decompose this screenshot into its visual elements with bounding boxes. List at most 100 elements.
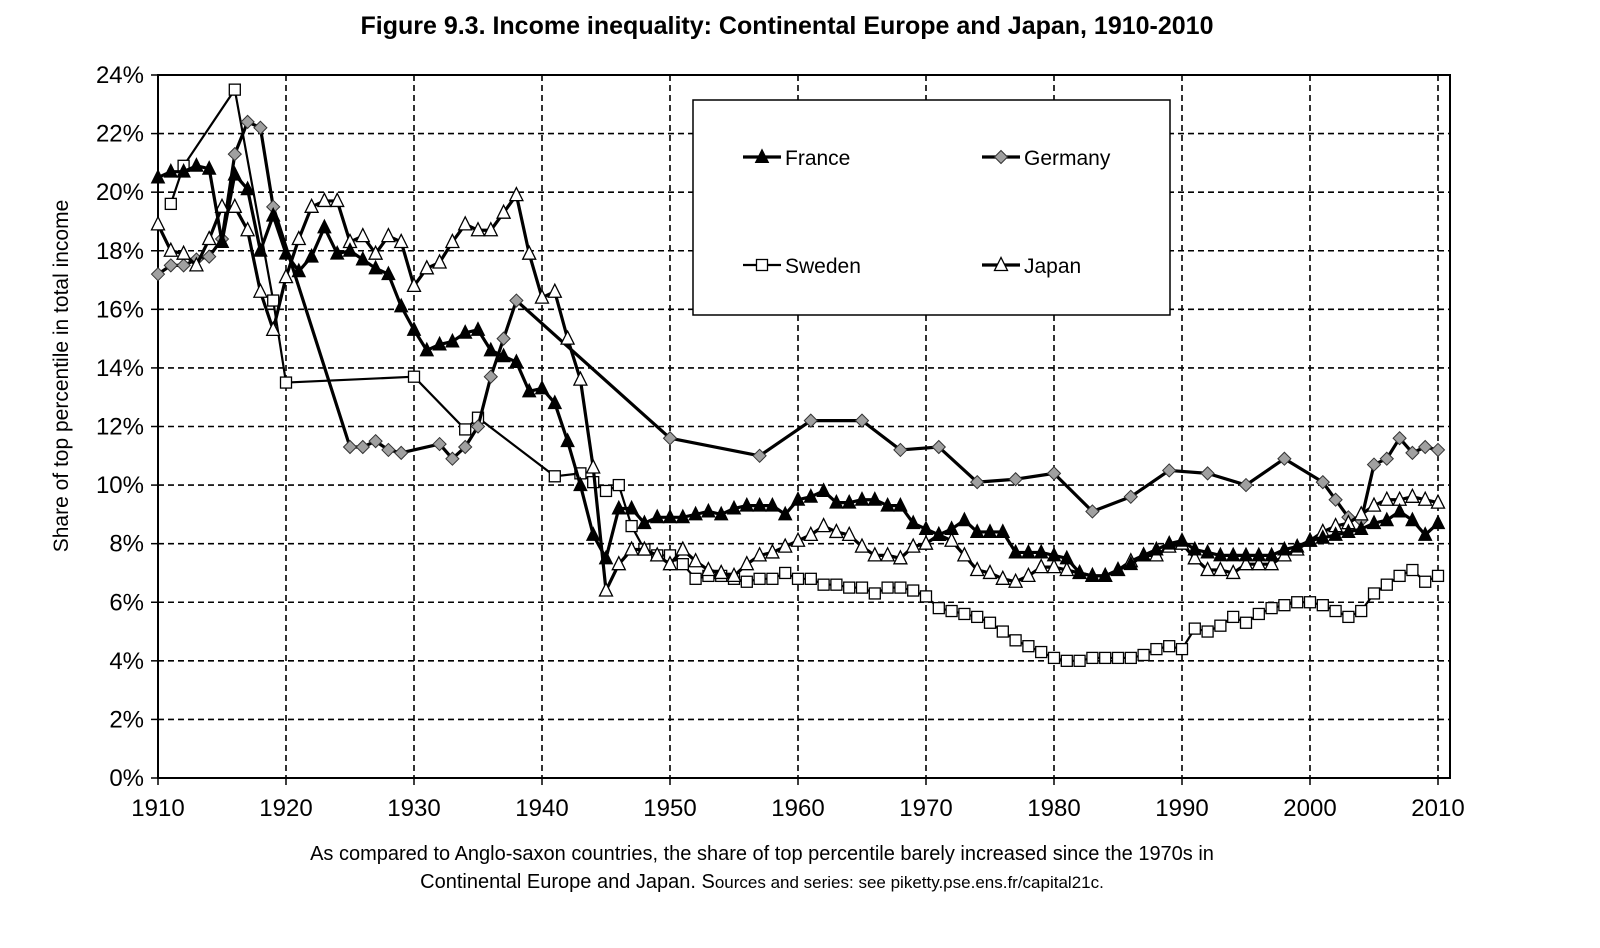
data-point-sweden bbox=[881, 581, 894, 594]
data-point-japan bbox=[675, 540, 691, 556]
data-point-japan bbox=[1200, 561, 1216, 577]
data-point-sweden bbox=[689, 572, 702, 585]
data-point-sweden bbox=[1239, 616, 1253, 629]
data-point-japan bbox=[304, 197, 320, 213]
data-point-japan bbox=[291, 230, 307, 246]
data-point-japan bbox=[1020, 566, 1036, 583]
chart-title: Figure 9.3. Income inequality: Continent… bbox=[360, 12, 1213, 40]
data-point-sweden bbox=[1252, 607, 1265, 621]
data-point-sweden bbox=[1291, 596, 1304, 609]
data-point-france bbox=[317, 218, 332, 234]
x-tick-label: 1930 bbox=[387, 795, 440, 822]
data-point-france bbox=[547, 394, 563, 410]
data-point-sweden bbox=[1303, 596, 1317, 609]
y-tick-label: 0% bbox=[109, 765, 144, 792]
data-point-france bbox=[841, 494, 857, 509]
y-tick-label: 24% bbox=[96, 62, 144, 89]
data-point-japan bbox=[1379, 490, 1395, 506]
data-point-france bbox=[253, 242, 268, 257]
x-tick-label: 1980 bbox=[1027, 795, 1080, 822]
data-point-france bbox=[752, 496, 767, 512]
data-point-france bbox=[829, 494, 844, 509]
data-point-sweden bbox=[164, 197, 177, 211]
data-point-japan bbox=[726, 566, 742, 583]
data-point-france bbox=[1110, 561, 1126, 577]
data-point-sweden bbox=[228, 83, 241, 96]
caption-line-2-main: Continental Europe and Japan. S bbox=[420, 871, 715, 893]
data-point-japan bbox=[278, 268, 294, 284]
data-point-france bbox=[432, 335, 447, 351]
data-point-france bbox=[1417, 526, 1433, 541]
data-point-japan bbox=[380, 227, 396, 243]
data-point-japan bbox=[150, 215, 166, 231]
data-point-france bbox=[1366, 514, 1382, 530]
legend-marker bbox=[754, 148, 770, 163]
data-point-japan bbox=[803, 525, 819, 542]
data-point-germany bbox=[163, 258, 179, 273]
data-point-france bbox=[291, 262, 307, 278]
data-point-france bbox=[406, 321, 422, 336]
x-tick-label: 1910 bbox=[131, 795, 184, 822]
data-point-japan bbox=[816, 517, 832, 533]
data-point-sweden bbox=[1316, 599, 1329, 612]
data-point-japan bbox=[316, 192, 332, 208]
data-point-france bbox=[419, 341, 435, 357]
y-tick-label: 8% bbox=[109, 531, 144, 558]
data-point-sweden bbox=[1022, 640, 1035, 653]
data-point-sweden bbox=[1175, 642, 1189, 656]
data-point-japan bbox=[1187, 549, 1203, 565]
data-point-france bbox=[573, 476, 588, 492]
data-point-germany bbox=[969, 474, 985, 490]
legend-label: France bbox=[785, 147, 850, 170]
data-point-japan bbox=[892, 549, 908, 565]
data-point-germany bbox=[854, 413, 870, 428]
y-tick-label: 6% bbox=[109, 589, 144, 616]
data-point-france bbox=[880, 496, 895, 512]
data-point-sweden bbox=[676, 558, 689, 571]
data-point-sweden bbox=[1111, 651, 1125, 665]
data-point-japan bbox=[649, 546, 665, 562]
legend-label: Sweden bbox=[785, 255, 861, 278]
data-point-sweden bbox=[1214, 619, 1227, 632]
data-point-japan bbox=[790, 531, 806, 547]
y-tick-label: 22% bbox=[96, 121, 144, 148]
data-point-france bbox=[1072, 564, 1087, 579]
data-point-sweden bbox=[817, 578, 830, 591]
data-point-france bbox=[163, 163, 179, 178]
data-point-germany bbox=[432, 436, 447, 452]
data-point-france bbox=[1123, 555, 1139, 571]
data-point-sweden bbox=[1367, 587, 1381, 600]
data-point-japan bbox=[636, 540, 652, 556]
data-point-sweden bbox=[945, 604, 958, 618]
data-point-france bbox=[765, 496, 780, 512]
data-point-japan bbox=[1238, 555, 1254, 571]
data-point-japan bbox=[764, 543, 780, 559]
data-point-france bbox=[585, 526, 601, 541]
x-tick-label: 1920 bbox=[259, 795, 312, 822]
data-point-france bbox=[496, 347, 511, 363]
x-tick-label: 1990 bbox=[1155, 795, 1208, 822]
data-point-france bbox=[867, 491, 883, 506]
data-point-japan bbox=[752, 546, 768, 562]
data-point-france bbox=[1046, 546, 1062, 562]
data-point-france bbox=[1161, 535, 1177, 550]
y-tick-label: 10% bbox=[96, 472, 144, 499]
x-tick-label: 1950 bbox=[643, 795, 696, 822]
data-point-sweden bbox=[894, 581, 907, 594]
caption-line-2: Continental Europe and Japan. Sources an… bbox=[420, 871, 1104, 893]
data-point-france bbox=[470, 321, 486, 336]
x-tick-label: 1970 bbox=[899, 795, 952, 822]
data-point-sweden bbox=[919, 590, 933, 603]
data-point-germany bbox=[381, 442, 396, 458]
data-point-japan bbox=[508, 186, 524, 202]
data-point-france bbox=[1136, 546, 1151, 562]
data-point-germany bbox=[1200, 466, 1215, 481]
data-point-germany bbox=[1405, 445, 1420, 461]
series-france bbox=[150, 157, 1446, 582]
data-point-france bbox=[918, 520, 934, 536]
data-point-france bbox=[560, 432, 575, 448]
legend-item-germany: Germany bbox=[982, 147, 1111, 170]
data-point-sweden bbox=[1047, 651, 1061, 665]
data-point-germany bbox=[355, 439, 371, 455]
data-point-france bbox=[509, 353, 524, 369]
